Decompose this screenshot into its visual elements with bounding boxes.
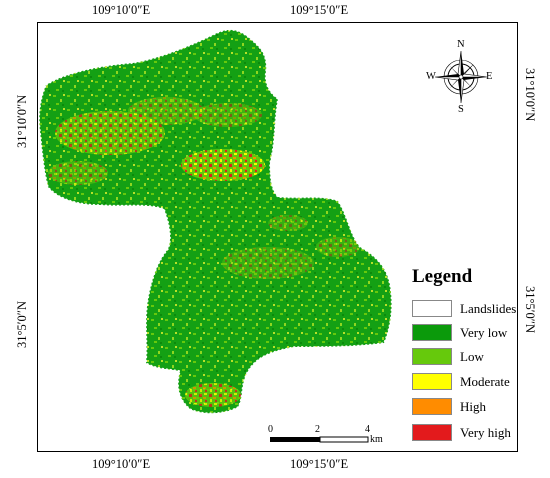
legend-label: Landslides xyxy=(460,301,517,316)
bottom-lon-label-1: 109°10′0″E xyxy=(92,457,151,471)
legend-swatch xyxy=(412,348,452,365)
legend-label: Moderate xyxy=(460,374,510,389)
legend-item-moderate: Moderate xyxy=(412,373,542,391)
hotspot-zone xyxy=(268,215,308,231)
legend-swatch xyxy=(412,324,452,341)
right-lat-label-1: 31°10′0″N xyxy=(523,68,537,122)
compass-n: N xyxy=(457,39,465,50)
hotspot-zone xyxy=(181,149,265,181)
compass-rose-icon xyxy=(434,50,488,104)
left-lat-label-1: 31°10′0″N xyxy=(15,94,29,148)
legend-swatch xyxy=(412,398,452,415)
legend-label: Very low xyxy=(460,325,508,340)
legend-label: High xyxy=(460,399,486,414)
compass-s: S xyxy=(458,104,464,115)
map-frame xyxy=(37,22,518,452)
hotspot-zone xyxy=(194,103,262,127)
study-area-map xyxy=(38,29,393,414)
legend-item-very-low: Very low xyxy=(412,324,542,342)
hotspot-zone xyxy=(316,237,360,257)
legend-label: Low xyxy=(460,349,484,364)
compass-rose: N S E W xyxy=(426,39,494,115)
scale-bar-graphic xyxy=(270,436,369,443)
hotspot-zone xyxy=(55,111,165,155)
legend-swatch xyxy=(412,424,452,441)
legend-item-high: High xyxy=(412,398,542,416)
hotspot-zone xyxy=(222,247,314,279)
legend-swatch xyxy=(412,300,452,317)
compass-w: W xyxy=(426,71,436,82)
top-lon-label-1: 109°10′0″E xyxy=(92,3,151,17)
hotspot-zone xyxy=(128,97,204,125)
legend-item-low: Low xyxy=(412,348,542,366)
legend-swatch xyxy=(412,373,452,390)
compass-e: E xyxy=(486,71,493,82)
scale-bar: 0 2 4 km xyxy=(268,424,390,450)
bottom-lon-label-2: 109°15′0″E xyxy=(290,457,349,471)
scale-unit: km xyxy=(370,434,383,445)
scale-tick-0: 0 xyxy=(268,424,273,435)
legend-title: Legend xyxy=(412,266,473,287)
top-lon-label-2: 109°15′0″E xyxy=(290,3,349,17)
legend-item-landslides: Landslides xyxy=(412,300,542,318)
hotspot-zone xyxy=(48,161,108,185)
left-lat-label-2: 31°5′0″N xyxy=(15,301,29,348)
legend-item-very-high: Very high xyxy=(412,424,542,442)
scale-tick-2: 2 xyxy=(315,424,320,435)
legend-label: Very high xyxy=(460,425,511,440)
hotspot-zone xyxy=(185,383,241,407)
scale-tick-4: 4 xyxy=(365,424,370,435)
